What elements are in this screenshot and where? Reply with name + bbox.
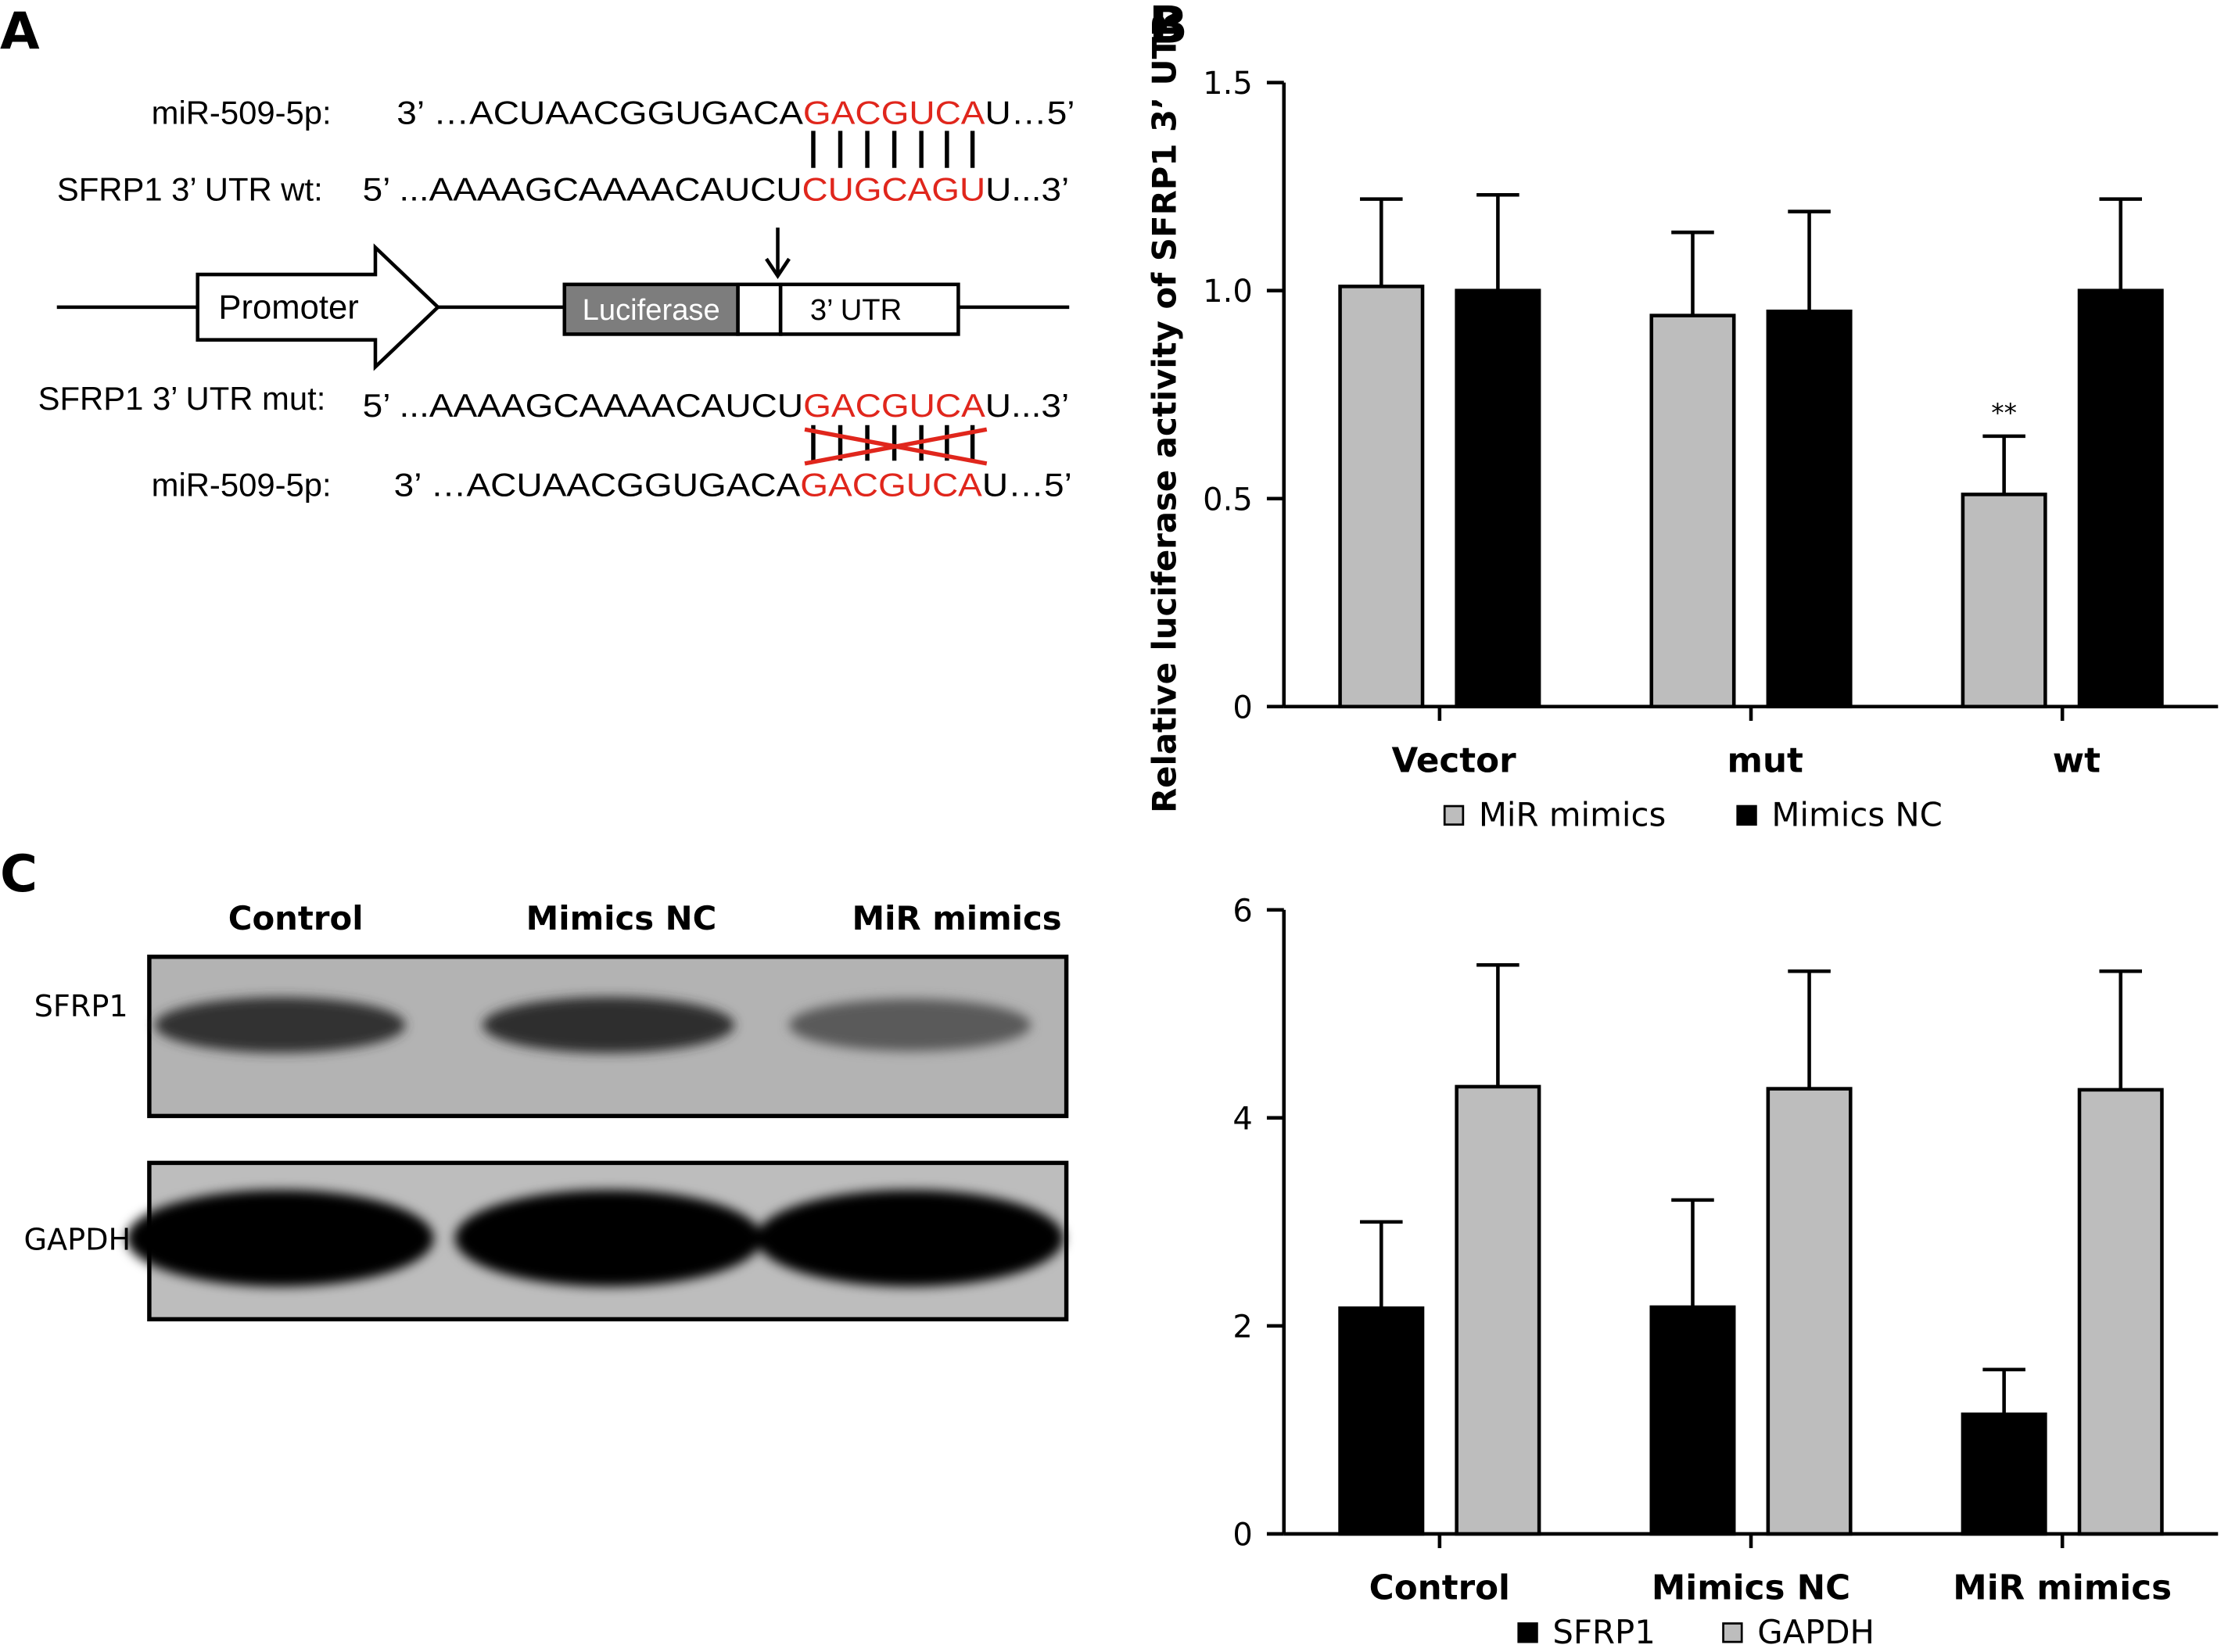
mir-seq-bottom-black: 3’ …ACUAACGGUGACA xyxy=(394,467,801,503)
chart-d: 0 2 4 6 Control Mimics NC MiR mimics SFRP1 GAPDH xyxy=(1232,893,2219,1651)
chart-b-bar-mimics-nc-wt xyxy=(2077,288,2164,709)
chart-d-y-tick-label: 2 xyxy=(1232,1309,1252,1345)
pairing-lines-wt xyxy=(811,131,975,168)
chart-d-y-tick-label: 4 xyxy=(1232,1101,1252,1137)
chart-d-y-tick-label: 0 xyxy=(1232,1517,1252,1553)
mir-seq-bottom-red: GACGUCA xyxy=(800,467,982,503)
chart-b-category-label-mut: mut xyxy=(1728,741,1803,780)
blot-band-gapdh-control xyxy=(126,1189,434,1287)
chart-b-y-tick-label: 0 xyxy=(1232,690,1252,726)
mut-seq-tail: U...3’ xyxy=(985,387,1069,424)
chart-b-legend-label-mir-mimics: MiR mimics xyxy=(1479,796,1666,834)
wt-seq-red: CUGCAGU xyxy=(802,171,986,208)
chart-b-y-tick-label: 1.0 xyxy=(1203,274,1253,310)
panel-a-letter: A xyxy=(0,2,40,61)
blot-row-label-sfrp1: SFRP1 xyxy=(34,990,128,1024)
chart-d-bar-sfrp1-mir-mimics xyxy=(1961,1412,2047,1536)
mir-label-top: miR-509-5p: xyxy=(152,94,332,131)
blot-band-sfrp1-mimics-nc xyxy=(483,997,735,1053)
chart-d-category-label-mimics-nc: Mimics NC xyxy=(1652,1569,1850,1608)
chart-d-bar-sfrp1-control xyxy=(1338,1306,1425,1536)
chart-b-y-tick-label: 0.5 xyxy=(1203,482,1253,518)
mir-seq-bottom-tail: U…5’ xyxy=(982,467,1072,503)
mir-sequence-top: 3’ …ACUAACGGUGACA GACGUCA U…5’ xyxy=(396,94,1075,131)
chart-d-bar-gapdh-mir-mimics xyxy=(2077,1088,2164,1536)
chart-d-legend-swatch-sfrp1 xyxy=(1517,1622,1538,1643)
mir-seq-top-tail: U…5’ xyxy=(985,94,1075,131)
chart-b-legend-swatch-mimics-nc xyxy=(1736,804,1757,826)
chart-d-y-tick-label: 6 xyxy=(1232,893,1252,929)
chart-d-bar-sfrp1-mimics-nc xyxy=(1649,1305,1736,1536)
chart-d-bar-gapdh-mimics-nc xyxy=(1766,1087,1853,1536)
chart-d-category-label-control: Control xyxy=(1369,1569,1510,1608)
blot-band-sfrp1-mir-mimics xyxy=(788,998,1031,1052)
blot-row-label-gapdh: GAPDH xyxy=(23,1223,131,1257)
panel-c: C Control Mimics NC MiR mimics SFRP1 GAP… xyxy=(0,844,1069,1322)
chart-b-bar-mir-mimics-mut xyxy=(1649,314,1736,709)
down-arrow-icon xyxy=(765,228,791,279)
chart-b-category-label-wt: wt xyxy=(2053,741,2101,780)
luciferase-label: Luciferase xyxy=(583,293,720,327)
wt-label: SFRP1 3’ UTR wt: xyxy=(57,171,323,208)
mir-sequence-bottom: 3’ …ACUAACGGUGACA GACGUCA U…5’ xyxy=(394,467,1072,503)
chart-b-bar-mir-mimics-wt xyxy=(1961,493,2047,709)
mir-seq-top-black: 3’ …ACUAACGGUGACA xyxy=(396,94,803,131)
blot-lane-label-mir-mimics: MiR mimics xyxy=(852,899,1062,937)
chart-b-category-label-vector: Vector xyxy=(1391,741,1516,780)
mut-sequence: 5’ ...AAAAGCAAAACAUCU GACGUCA U...3’ xyxy=(363,387,1070,424)
utr-box xyxy=(778,282,960,336)
chart-b-y-tick-label: 1.5 xyxy=(1203,66,1253,102)
panel-c-letter: C xyxy=(0,844,38,904)
chart-d-category-label-mir-mimics: MiR mimics xyxy=(1953,1569,2172,1608)
chart-b-ylabel: Relative luciferase activity of SFRP1 3’… xyxy=(1146,12,1184,813)
mut-seq-red: GACGUCA xyxy=(803,387,985,424)
blot-band-sfrp1-control xyxy=(154,997,406,1053)
mut-seq-black: 5’ ...AAAAGCAAAACAUCU xyxy=(363,387,803,424)
reporter-construct: Luciferase 3’ UTR xyxy=(562,282,960,336)
wt-sequence: 5’ ...AAAAGCAAAACAUCU CUGCAGU U...3’ xyxy=(363,171,1070,208)
blot-band-gapdh-mimics-nc xyxy=(454,1189,762,1287)
utr-label: 3’ UTR xyxy=(810,293,902,327)
promoter-label: Promoter xyxy=(218,288,358,326)
blot-lane-label-mimics-nc: Mimics NC xyxy=(526,899,717,937)
utr-spacer-box xyxy=(736,282,783,336)
mir-seq-top-red: GACGUCA xyxy=(803,94,985,131)
blot-band-gapdh-mir-mimics xyxy=(756,1189,1064,1287)
promoter-arrow: Promoter xyxy=(196,243,441,371)
blot-lane-label-control: Control xyxy=(228,899,364,937)
mismatch-cross-icon xyxy=(804,427,988,466)
blot-bands-sfrp1 xyxy=(154,997,1031,1053)
chart-d-bar-gapdh-control xyxy=(1455,1084,1541,1536)
chart-b-bar-mimics-nc-vector xyxy=(1455,288,1541,709)
wt-seq-black: 5’ ...AAAAGCAAAACAUCU xyxy=(363,171,802,208)
chart-b: B Relative luciferase activity of SFRP1 … xyxy=(1146,0,2219,834)
chart-d-legend-swatch-gapdh xyxy=(1722,1622,1743,1643)
blot-bands-gapdh xyxy=(126,1189,1064,1287)
mut-label: SFRP1 3’ UTR mut: xyxy=(38,380,326,417)
chart-b-bar-mimics-nc-mut xyxy=(1766,310,1853,709)
chart-b-legend-label-mimics-nc: Mimics NC xyxy=(1771,796,1943,834)
chart-d-legend-label-gapdh: GAPDH xyxy=(1757,1613,1875,1651)
mir-label-bottom: miR-509-5p: xyxy=(152,467,332,503)
panel-b-letter: B xyxy=(1149,0,1188,56)
panel-a: A miR-509-5p: 3’ …ACUAACGGUGACA GACGUCA U…… xyxy=(0,2,1075,503)
chart-d-legend-label-sfrp1: SFRP1 xyxy=(1552,1613,1655,1651)
wt-seq-tail: U...3’ xyxy=(985,171,1069,208)
chart-b-bar-mir-mimics-vector xyxy=(1338,285,1425,709)
chart-b-legend-swatch-mir-mimics xyxy=(1443,804,1465,826)
chart-b-significance-label: ** xyxy=(1991,399,2017,428)
